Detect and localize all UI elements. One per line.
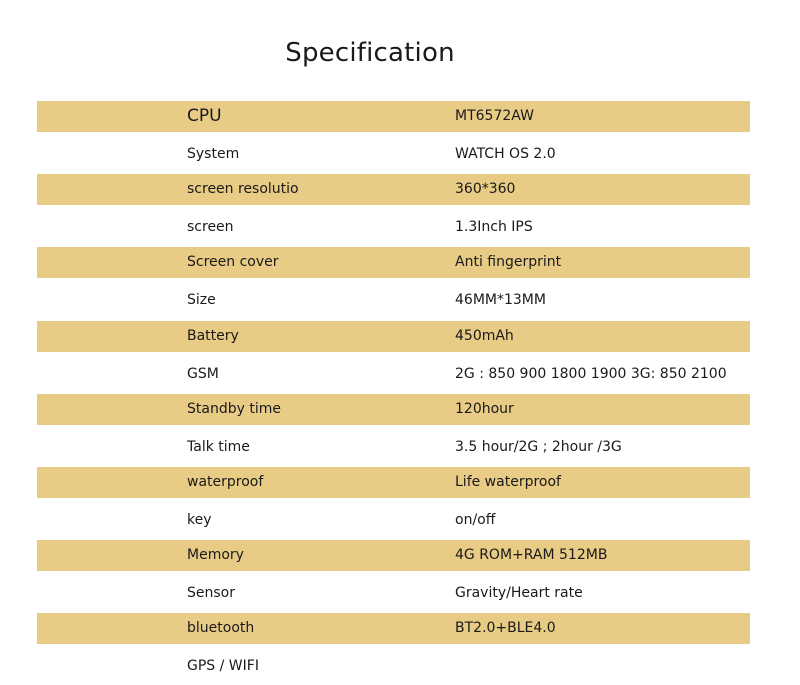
spec-label: CPU bbox=[187, 106, 222, 126]
spec-value: 4G ROM+RAM 512MB bbox=[455, 547, 608, 564]
spec-row: Size 46MM*13MM bbox=[37, 285, 750, 316]
spec-label: Talk time bbox=[187, 438, 250, 455]
spec-row: waterproof Life waterproof bbox=[37, 467, 750, 498]
spec-value: Life waterproof bbox=[455, 474, 561, 490]
spec-row: Sensor Gravity/Heart rate bbox=[37, 578, 750, 609]
spec-row: Battery 450mAh bbox=[37, 320, 750, 352]
spec-value: 360*360 bbox=[455, 181, 516, 198]
spec-row: bluetooth BT2.0+BLE4.0 bbox=[37, 613, 750, 645]
spec-label: Screen cover bbox=[187, 254, 279, 271]
spec-row: Memory 4G ROM+RAM 512MB bbox=[37, 540, 750, 572]
spec-label: Memory bbox=[187, 547, 244, 564]
spec-label: GPS / WIFI bbox=[187, 658, 259, 675]
spec-value: 1.3Inch IPS bbox=[455, 219, 533, 236]
spec-value: BT2.0+BLE4.0 bbox=[455, 620, 556, 637]
spec-label: bluetooth bbox=[187, 620, 255, 637]
spec-row: Screen cover Anti fingerprint bbox=[37, 247, 750, 279]
spec-value: WATCH OS 2.0 bbox=[455, 146, 556, 162]
spec-row: GSM 2G : 850 900 1800 1900 3G: 850 2100 bbox=[37, 359, 750, 390]
spec-value: 3.5 hour/2G ; 2hour /3G bbox=[455, 438, 622, 455]
spec-row: key on/off bbox=[37, 505, 750, 536]
spec-label: waterproof bbox=[187, 474, 264, 490]
spec-value: MT6572AW bbox=[455, 108, 534, 124]
spec-label: Battery bbox=[187, 327, 239, 344]
spec-value: Gravity/Heart rate bbox=[455, 585, 583, 602]
page-title: Specification bbox=[285, 38, 455, 68]
spec-label: screen resolutio bbox=[187, 181, 299, 198]
spec-label: screen bbox=[187, 219, 234, 236]
spec-value: Anti fingerprint bbox=[455, 254, 562, 271]
spec-value: 46MM*13MM bbox=[455, 292, 546, 309]
spec-row: CPU MT6572AW bbox=[37, 101, 750, 132]
spec-label: GSM bbox=[187, 365, 219, 382]
spec-value: on/off bbox=[455, 512, 496, 528]
spec-label: key bbox=[187, 512, 212, 528]
spec-value: 120hour bbox=[455, 400, 514, 417]
spec-row: screen resolutio 360*360 bbox=[37, 174, 750, 206]
spec-row: System WATCH OS 2.0 bbox=[37, 139, 750, 170]
spec-label: Size bbox=[187, 292, 216, 309]
spec-row: GPS / WIFI bbox=[37, 651, 750, 682]
spec-label: System bbox=[187, 146, 240, 162]
spec-value: 2G : 850 900 1800 1900 3G: 850 2100 bbox=[455, 365, 727, 382]
spec-row: Standby time 120hour bbox=[37, 393, 750, 425]
spec-label: Sensor bbox=[187, 585, 235, 602]
spec-row: Talk time 3.5 hour/2G ; 2hour /3G bbox=[37, 432, 750, 463]
spec-value: 450mAh bbox=[455, 327, 514, 344]
spec-row: screen 1.3Inch IPS bbox=[37, 212, 750, 243]
spec-label: Standby time bbox=[187, 400, 281, 417]
